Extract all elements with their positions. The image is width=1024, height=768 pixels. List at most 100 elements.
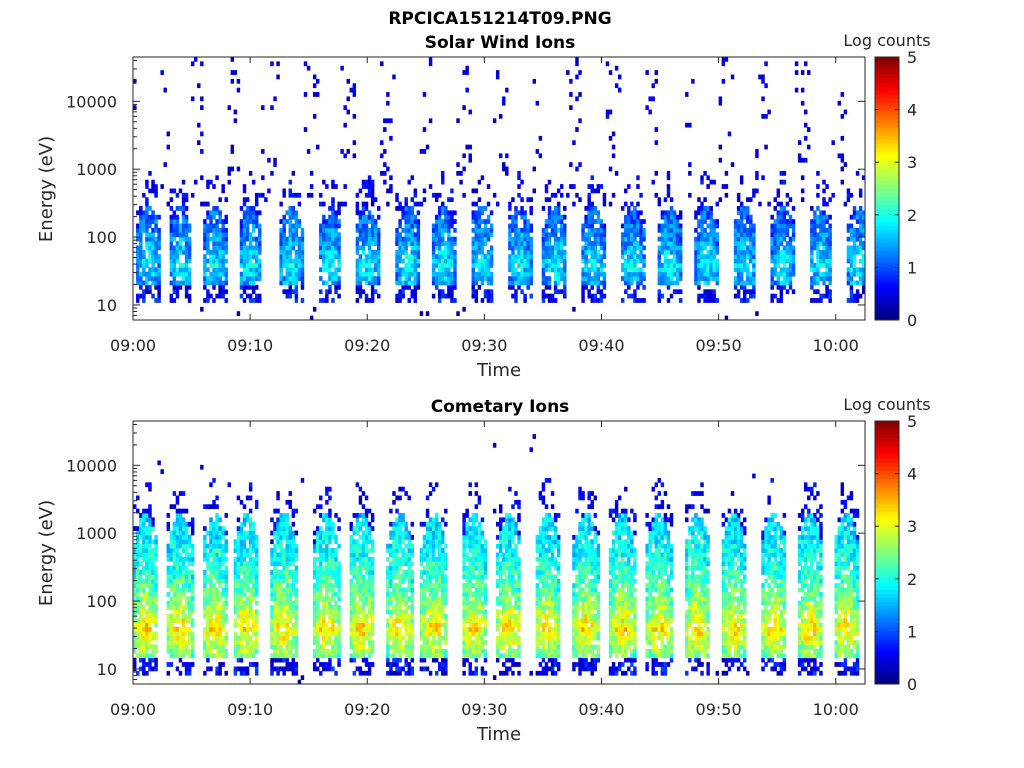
heatmap-cell (398, 249, 402, 255)
heatmap-cell (236, 600, 241, 606)
heatmap-cell (712, 245, 716, 251)
heatmap-cell (810, 249, 814, 255)
heatmap-cell (563, 227, 567, 233)
heatmap-cell (553, 236, 558, 242)
heatmap-cell (675, 258, 680, 264)
heatmap-cell (800, 188, 805, 194)
heatmap-cell (480, 263, 485, 268)
heatmap-cell (190, 622, 195, 628)
heatmap-cell (404, 271, 408, 277)
heatmap-cell (553, 280, 558, 286)
heatmap-cell (139, 657, 143, 663)
heatmap-cell (715, 232, 719, 238)
y-tick-label: 10000 (66, 92, 117, 111)
heatmap-cell (251, 539, 256, 545)
heatmap-cell (788, 249, 793, 255)
heatmap-cell (279, 591, 283, 597)
heatmap-cell (358, 486, 363, 492)
heatmap-cell (325, 227, 329, 233)
heatmap-cell (154, 552, 158, 558)
heatmap-cell (410, 249, 414, 255)
heatmap-cell (505, 87, 509, 93)
heatmap-cell (325, 666, 329, 672)
heatmap-cell (291, 627, 296, 632)
heatmap-cell (822, 254, 826, 260)
heatmap-cell (438, 267, 442, 273)
heatmap-cell (852, 245, 857, 251)
heatmap-cell (447, 245, 451, 251)
heatmap-cell (822, 271, 826, 277)
heatmap-cell (166, 640, 170, 645)
heatmap-cell (242, 618, 247, 624)
heatmap-cell (779, 258, 784, 264)
heatmap-cell (712, 223, 716, 229)
heatmap-cell (675, 236, 680, 242)
colorbar-swatch (875, 204, 899, 210)
heatmap-cell (334, 245, 338, 251)
heatmap-cell (136, 539, 140, 545)
heatmap-cell (404, 223, 408, 229)
heatmap-cell (282, 280, 286, 286)
heatmap-cell (474, 245, 479, 251)
heatmap-cell (245, 622, 250, 628)
heatmap-cell (782, 284, 787, 290)
heatmap-cell (172, 491, 177, 496)
heatmap-cell (556, 245, 561, 251)
heatmap-cell (169, 280, 174, 286)
heatmap-cell (474, 289, 479, 295)
heatmap-cell (349, 640, 353, 645)
heatmap-cell (398, 298, 402, 303)
heatmap-cell (334, 232, 338, 238)
heatmap-cell (404, 236, 408, 242)
heatmap-cell (312, 605, 317, 610)
heatmap-cell (166, 574, 170, 580)
heatmap-cell (361, 517, 366, 523)
x-tick-label: 09:20 (344, 336, 390, 355)
heatmap-cell (541, 236, 546, 242)
heatmap-cell (224, 570, 228, 575)
heatmap-cell (184, 241, 189, 246)
heatmap-cell (633, 298, 637, 303)
heatmap-cell (337, 583, 341, 588)
heatmap-cell (148, 530, 152, 536)
heatmap-cell (642, 258, 646, 264)
heatmap-cell (447, 232, 451, 238)
heatmap-cell (410, 214, 414, 220)
heatmap-cell (624, 245, 628, 251)
heatmap-cell (633, 254, 637, 260)
heatmap-cell (352, 87, 357, 93)
heatmap-cell (245, 219, 250, 224)
heatmap-cell (355, 267, 360, 273)
heatmap-cell (242, 298, 247, 303)
heatmap-cell (187, 587, 192, 593)
heatmap-cell (547, 263, 552, 268)
heatmap-cell (663, 276, 668, 281)
heatmap-cell (172, 289, 177, 295)
heatmap-cell (441, 271, 445, 277)
heatmap-cell (245, 609, 250, 615)
heatmap-cell (242, 670, 247, 676)
heatmap-cell (319, 526, 323, 531)
heatmap-cell (258, 267, 262, 273)
heatmap-cell (294, 662, 299, 667)
heatmap-cell (861, 175, 866, 181)
heatmap-cell (136, 653, 140, 659)
heatmap-cell (569, 78, 573, 84)
heatmap-cell (255, 631, 259, 637)
heatmap-cell (184, 271, 189, 277)
heatmap-cell (328, 666, 332, 672)
heatmap-cell (584, 214, 588, 220)
heatmap-cell (849, 263, 854, 268)
heatmap-cell (218, 539, 222, 545)
heatmap-cell (755, 149, 759, 154)
heatmap-cell (319, 513, 323, 518)
heatmap-cell (508, 232, 512, 238)
heatmap-cell (187, 670, 192, 676)
heatmap-cell (718, 157, 723, 163)
heatmap-cell (630, 271, 634, 277)
heatmap-cell (139, 284, 143, 290)
heatmap-cell (361, 201, 366, 207)
heatmap-cell (145, 543, 149, 549)
heatmap-cell (529, 263, 533, 268)
heatmap-cell (361, 206, 366, 211)
